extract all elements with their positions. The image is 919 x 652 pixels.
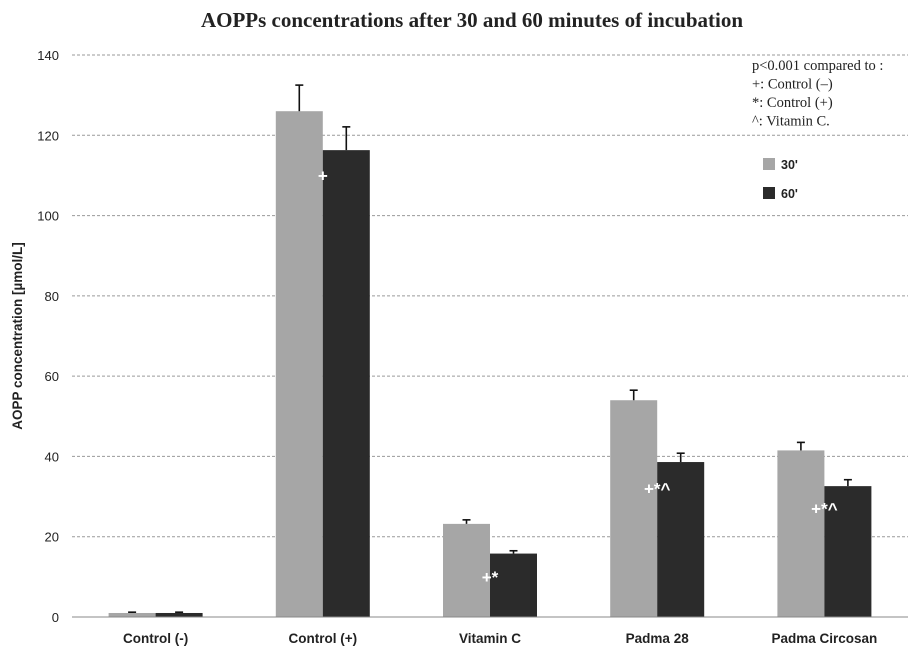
- y-axis-label: AOPP concentration [µmol/L]: [10, 242, 25, 430]
- significance-mark: +*^: [644, 480, 671, 499]
- annotation-line: *: Control (+): [752, 95, 833, 111]
- bar: [610, 400, 658, 617]
- bar: [155, 612, 203, 617]
- chart-title: AOPPs concentrations after 30 and 60 min…: [201, 8, 743, 32]
- legend-label: 30': [781, 158, 798, 172]
- y-tick-label: 0: [52, 610, 59, 625]
- y-tick-label: 40: [45, 449, 59, 464]
- y-tick-label: 120: [37, 128, 59, 143]
- significance-mark: +*: [482, 568, 499, 587]
- bar: [490, 553, 537, 617]
- y-tick-label: 60: [45, 369, 59, 384]
- bar: [657, 462, 705, 617]
- bar: [322, 150, 370, 618]
- y-tick-label: 100: [37, 209, 59, 224]
- x-tick-label: Control (+): [288, 631, 357, 646]
- x-tick-label: Padma Circosan: [772, 631, 878, 646]
- annotation-line: ^: Vitamin C.: [752, 114, 830, 130]
- x-tick-label: Padma 28: [626, 631, 690, 646]
- bar: [443, 523, 490, 617]
- x-axis-categories: Control (-) Control (+) Vitamin C Padma 28 P…: [123, 631, 877, 646]
- y-tick-label: 80: [45, 289, 59, 304]
- significance-mark: +*^: [811, 500, 838, 519]
- legend: 30' 60': [763, 158, 798, 201]
- error-bars: [128, 84, 852, 613]
- annotation-line: p<0.001 compared to :: [752, 58, 883, 74]
- significance-annotation: p<0.001 compared to : +: Control (–) *: Co…: [752, 58, 883, 130]
- y-tick-label: 20: [45, 530, 59, 545]
- x-tick-label: Vitamin C: [459, 631, 521, 646]
- y-tick-label: 140: [37, 48, 59, 63]
- significance-marks: + +* +*^ +*^: [318, 166, 838, 586]
- bar: [824, 486, 872, 617]
- significance-mark: +: [318, 166, 328, 185]
- annotation-line: +: Control (–): [752, 77, 833, 93]
- bar: [108, 612, 156, 617]
- bar: [275, 111, 323, 617]
- bars: [108, 111, 872, 618]
- legend-swatch: [763, 187, 775, 199]
- y-axis-ticks: 0 20 40 60 80 100 120 140: [37, 48, 59, 625]
- bar: [777, 450, 825, 617]
- gridlines: [72, 54, 908, 538]
- legend-label: 60': [781, 187, 798, 201]
- x-tick-label: Control (-): [123, 631, 188, 646]
- legend-swatch: [763, 158, 775, 170]
